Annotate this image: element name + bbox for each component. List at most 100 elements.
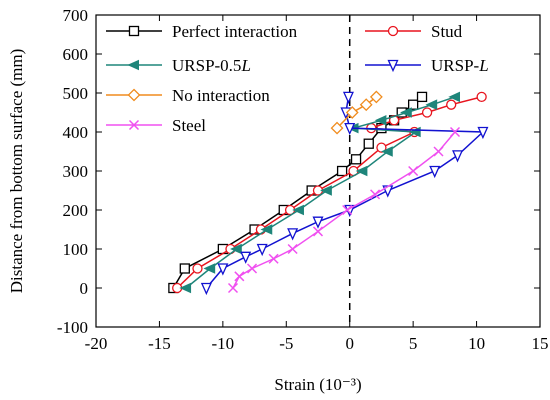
marker-triangle-down — [200, 282, 212, 296]
marker-triangle-down — [240, 251, 252, 264]
marker-diamond — [330, 121, 344, 135]
marker-triangle-left — [448, 91, 461, 103]
marker-triangle-left — [292, 204, 304, 216]
y-tick-label: 100 — [63, 240, 89, 259]
marker-triangle-down — [387, 59, 399, 73]
x-axis-title: Strain (10⁻³) — [274, 375, 361, 394]
marker-x-stroke — [234, 271, 245, 282]
x-tick-label: 15 — [532, 334, 549, 353]
marker-triangle-left — [355, 165, 368, 177]
marker-square — [350, 154, 362, 165]
marker-x — [227, 282, 239, 294]
y-tick-label: 400 — [63, 123, 89, 142]
marker-triangle-down — [452, 150, 464, 163]
marker-circle — [476, 91, 487, 103]
x-tick-label: 10 — [468, 334, 485, 353]
series-no-interaction — [330, 90, 383, 135]
legend-label: URSP-L — [431, 56, 489, 75]
marker-circle — [446, 99, 457, 110]
marker-triangle-down — [256, 243, 268, 257]
y-tick-label: 0 — [80, 279, 89, 298]
marker-x-stroke — [128, 119, 140, 131]
legend-entry: URSP-0.5L — [106, 56, 251, 75]
x-tick-label: 0 — [345, 334, 354, 353]
marker-triangle-down — [429, 165, 441, 179]
marker-square — [363, 138, 374, 149]
marker-x — [287, 243, 298, 255]
series-line — [185, 96, 456, 289]
y-tick-label: 200 — [63, 201, 89, 220]
legend-entry: Perfect interaction — [106, 22, 298, 41]
marker-triangle-down — [382, 185, 394, 198]
marker-triangle-down — [287, 228, 299, 241]
y-tick-label: 500 — [63, 84, 89, 103]
marker-diamond — [369, 90, 383, 104]
marker-triangle-down — [477, 126, 489, 140]
marker-square — [336, 165, 348, 177]
marker-x-stroke — [370, 189, 381, 200]
legend-entry: Stud — [365, 22, 463, 41]
legend-entry: No interaction — [106, 86, 270, 105]
series-steel — [227, 126, 461, 294]
marker-diamond — [359, 98, 373, 112]
x-tick-label: -5 — [279, 334, 293, 353]
marker-x — [342, 204, 353, 216]
series-layer — [168, 90, 489, 296]
marker-square — [128, 25, 140, 37]
series-ursp-0-5l — [179, 91, 461, 294]
marker-circle — [387, 25, 399, 37]
legend: Perfect interaction Stud URSP-0.5L URSP-L No… — [106, 22, 489, 135]
marker-circle — [192, 263, 203, 274]
marker-x — [128, 119, 140, 131]
marker-triangle-left — [381, 146, 393, 157]
marker-x-stroke — [247, 263, 258, 274]
x-tick-label: -20 — [85, 334, 108, 353]
marker-diamond — [345, 106, 359, 119]
marker-triangle-left — [260, 224, 273, 235]
marker-square — [416, 91, 428, 103]
series-line — [176, 96, 482, 289]
marker-circle — [376, 142, 387, 153]
legend-label: Stud — [431, 22, 463, 41]
legend-label: Steel — [172, 116, 206, 135]
marker-x-stroke — [287, 243, 298, 255]
y-axis-title: Distance from bottom surface (mm) — [7, 49, 26, 294]
marker-triangle-left — [127, 59, 139, 71]
series-line — [336, 96, 377, 129]
marker-x — [408, 165, 419, 177]
marker-x — [449, 126, 461, 138]
marker-x — [312, 226, 324, 237]
marker-triangle-left — [320, 185, 332, 196]
marker-triangle-down — [312, 216, 324, 229]
series-ursp-l — [200, 91, 489, 296]
marker-triangle-left — [179, 282, 192, 294]
marker-triangle-down — [344, 122, 356, 136]
marker-x-stroke — [312, 226, 324, 237]
marker-x — [268, 253, 279, 264]
marker-x-stroke — [433, 146, 444, 157]
marker-triangle-down — [342, 91, 354, 104]
legend-entry: Steel — [106, 116, 206, 135]
marker-diamond — [127, 88, 141, 102]
y-tick-label: 600 — [63, 45, 89, 64]
legend-label: URSP-0.5L — [172, 56, 251, 75]
legend-label: Perfect interaction — [172, 22, 298, 41]
marker-x — [234, 271, 245, 282]
marker-square — [179, 263, 190, 274]
marker-x — [433, 146, 444, 157]
marker-square — [407, 99, 419, 110]
x-tick-label: 5 — [409, 334, 418, 353]
y-tick-label: 700 — [63, 6, 89, 25]
marker-x-stroke — [227, 282, 239, 294]
y-tick-label: 300 — [63, 162, 89, 181]
series-line — [205, 96, 485, 289]
marker-x — [247, 263, 258, 274]
x-tick-label: -15 — [148, 334, 171, 353]
marker-triangle-left — [230, 243, 242, 255]
marker-triangle-down — [217, 263, 229, 276]
marker-circle — [421, 107, 433, 118]
marker-triangle-left — [400, 107, 412, 118]
marker-x — [370, 189, 381, 200]
legend-label: No interaction — [172, 86, 270, 105]
